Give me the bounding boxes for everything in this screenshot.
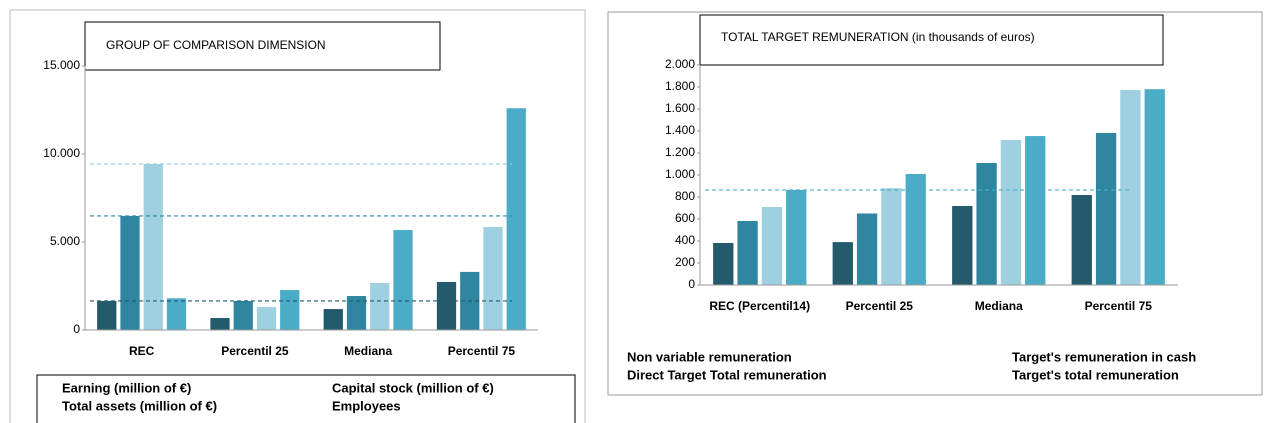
bar: [323, 309, 343, 330]
bar: [1025, 136, 1046, 285]
bar: [856, 213, 878, 285]
bar: [143, 164, 163, 330]
bar: [1071, 195, 1092, 285]
x-tick-label: REC (Percentil14): [709, 299, 810, 313]
x-tick-label: Mediana: [344, 344, 392, 358]
bar: [166, 298, 187, 330]
legend-label: Non variable remuneration: [627, 349, 792, 364]
bar: [233, 300, 253, 330]
bar: [280, 290, 300, 330]
bar: [952, 206, 973, 285]
bar: [1144, 89, 1165, 285]
bar: [483, 227, 503, 330]
y-tick-label: 1.200: [665, 145, 695, 159]
chart-title: GROUP OF COMPARISON DIMENSION: [106, 38, 326, 52]
x-tick-label: Percentil 25: [846, 299, 914, 313]
x-tick-label: Percentil 25: [221, 344, 289, 358]
y-tick-label: 1.600: [665, 101, 695, 115]
y-tick-label: 0: [688, 277, 695, 291]
y-tick-label: 800: [675, 189, 695, 203]
y-tick-label: 15.000: [43, 58, 80, 72]
x-tick-label: Percentil 75: [1085, 299, 1153, 313]
bar: [120, 215, 140, 330]
y-tick-label: 200: [675, 255, 695, 269]
x-tick-label: REC: [129, 344, 155, 358]
bar: [97, 300, 117, 330]
bar: [1095, 132, 1117, 285]
y-tick-label: 1.000: [665, 167, 695, 181]
bar: [506, 108, 526, 331]
bar: [1120, 89, 1141, 285]
legend-box: [36, 374, 576, 423]
y-tick-label: 1.800: [665, 79, 695, 93]
title-box: [84, 21, 441, 71]
bar: [346, 296, 367, 330]
title-box: [699, 14, 1164, 66]
legend-label: Total assets (million of €): [62, 398, 217, 413]
bar: [210, 318, 230, 330]
bar: [905, 174, 926, 285]
bar: [832, 242, 853, 285]
y-tick-label: 1.400: [665, 123, 695, 137]
bar: [737, 220, 758, 285]
bar: [256, 307, 277, 330]
legend-label: Target's remuneration in cash: [1012, 349, 1196, 364]
legend-label: Earning (million of €): [62, 380, 191, 395]
legend-label: Target's total remuneration: [1012, 367, 1179, 382]
bar: [976, 163, 997, 285]
legend-label: Capital stock (million of €): [332, 380, 494, 395]
bar: [786, 189, 807, 285]
bar: [393, 230, 413, 330]
y-tick-label: 600: [675, 211, 695, 225]
right-panel: [607, 11, 1263, 396]
bar: [713, 242, 734, 285]
bar: [436, 281, 457, 330]
y-tick-label: 0: [73, 322, 80, 336]
y-tick-label: 2.000: [665, 57, 695, 71]
bar: [1000, 140, 1022, 285]
y-tick-label: 400: [675, 233, 695, 247]
chart-title: TOTAL TARGET REMUNERATION (in thousands …: [721, 30, 1035, 44]
legend-label: Employees: [332, 398, 401, 413]
x-tick-label: Mediana: [975, 299, 1023, 313]
y-tick-label: 10.000: [43, 146, 80, 160]
x-tick-label: Percentil 75: [448, 344, 516, 358]
legend-label: Direct Target Total remuneration: [627, 367, 827, 382]
y-tick-label: 5.000: [50, 234, 80, 248]
bar: [881, 188, 902, 285]
bar: [761, 207, 783, 285]
bar: [370, 283, 390, 330]
left-panel: [9, 9, 586, 423]
